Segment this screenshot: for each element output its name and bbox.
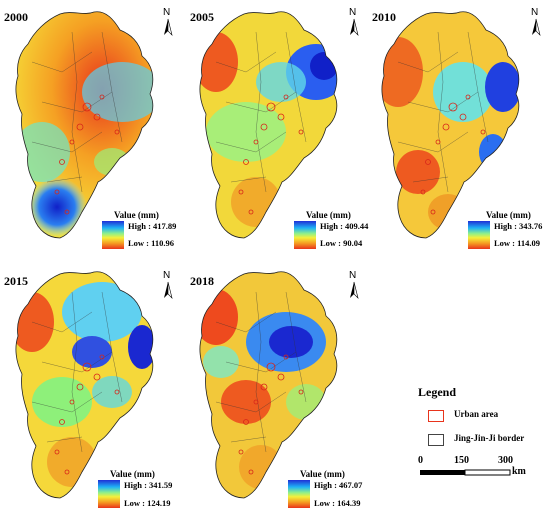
urban-area-label: Urban area xyxy=(454,409,498,419)
color-ramp xyxy=(294,221,316,249)
map-panel-2015: 2015 N Value (mm) High : 341.59 Low : 12… xyxy=(2,262,184,512)
color-ramp xyxy=(288,480,310,508)
scale-tick-300: 300 xyxy=(498,455,513,466)
panel-year-label: 2018 xyxy=(190,274,214,289)
scale-bar: 0 150 300 km xyxy=(418,455,543,485)
border-label: Jing-Jin-Ji border xyxy=(454,433,524,443)
ramp-low-label: Low : 124.19 xyxy=(124,498,171,508)
border-swatch xyxy=(428,434,444,446)
north-arrow-icon: N xyxy=(160,270,176,300)
legend-title: Legend xyxy=(418,385,456,400)
ramp-low-label: Low : 90.04 xyxy=(320,238,362,248)
scale-bar-graphic xyxy=(418,468,518,478)
ramp-title: Value (mm) xyxy=(300,469,345,479)
panel-year-label: 2000 xyxy=(4,10,28,25)
panel-year-label: 2015 xyxy=(4,274,28,289)
scale-tick-150: 150 xyxy=(454,455,469,466)
panel-year-label: 2010 xyxy=(372,10,396,25)
ramp-high-label: High : 417.89 xyxy=(128,221,176,231)
color-ramp xyxy=(98,480,120,508)
scale-tick-0: 0 xyxy=(418,455,423,466)
north-arrow-icon: N xyxy=(346,270,362,300)
color-ramp xyxy=(102,221,124,249)
ramp-high-label: High : 467.07 xyxy=(314,480,362,490)
map-panel-2000: 2000 N Value (mm) High : 417.89 Low : 11… xyxy=(2,2,184,252)
ramp-title: Value (mm) xyxy=(114,210,159,220)
ramp-title: Value (mm) xyxy=(486,210,531,220)
ramp-high-label: High : 341.59 xyxy=(124,480,172,490)
region-map-2015 xyxy=(2,262,184,512)
color-ramp xyxy=(468,221,490,249)
urban-area-swatch xyxy=(428,410,444,422)
ramp-low-label: Low : 114.09 xyxy=(494,238,540,248)
ramp-low-label: Low : 164.39 xyxy=(314,498,361,508)
map-panel-2010: 2010 N Value (mm) High : 343.76 Low : 11… xyxy=(368,2,550,252)
ramp-title: Value (mm) xyxy=(110,469,155,479)
ramp-high-label: High : 409.44 xyxy=(320,221,368,231)
ramp-high-label: High : 343.76 xyxy=(494,221,542,231)
ramp-title: Value (mm) xyxy=(306,210,351,220)
north-arrow-icon: N xyxy=(346,7,362,37)
ramp-low-label: Low : 110.96 xyxy=(128,238,174,248)
north-arrow-icon: N xyxy=(160,7,176,37)
north-arrow-icon: N xyxy=(528,7,544,37)
panel-year-label: 2005 xyxy=(190,10,214,25)
map-panel-2018: 2018 N Value (mm) High : 467.07 Low : 16… xyxy=(186,262,368,512)
scale-unit: km xyxy=(512,466,526,477)
map-panel-2005: 2005 N Value (mm) High : 409.44 Low : 90… xyxy=(186,2,368,252)
